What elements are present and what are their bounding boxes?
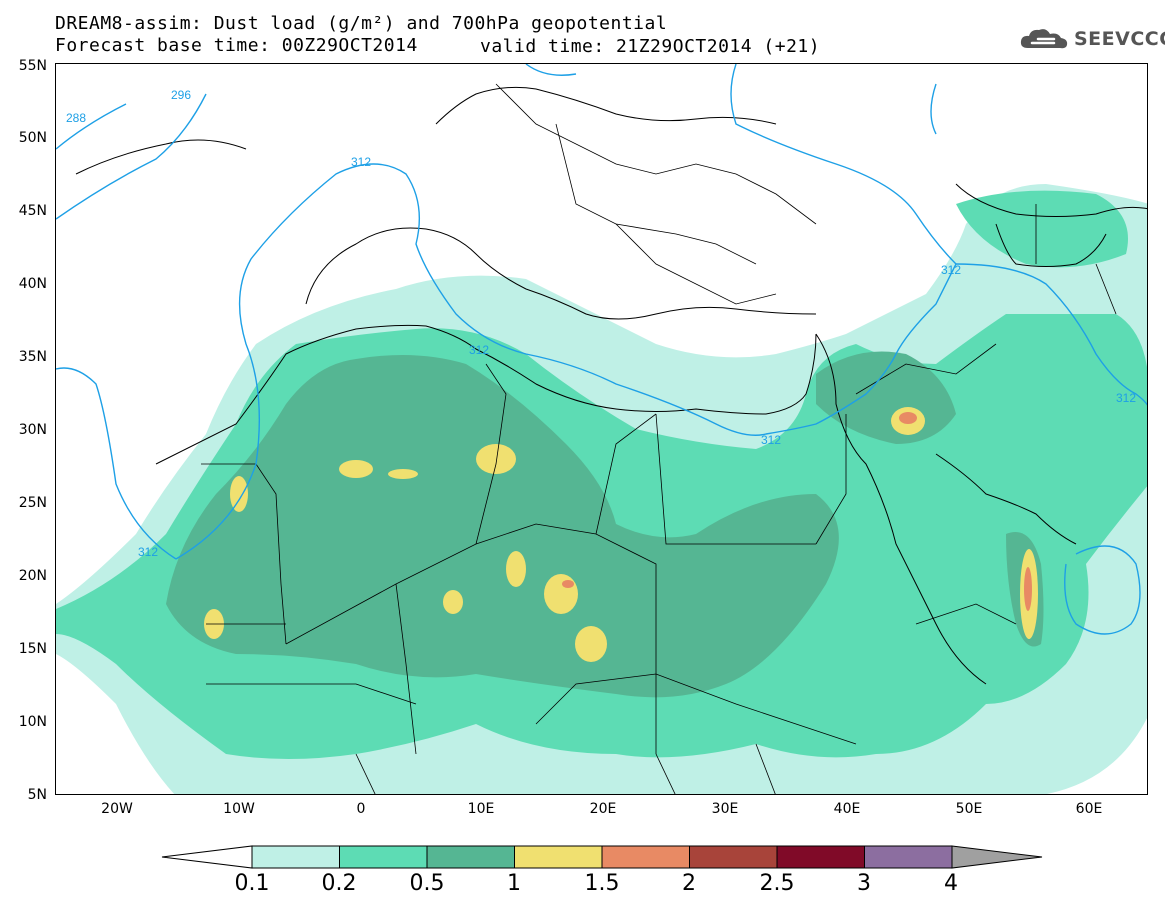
dust-map: 288 296 312 312 312 312 312 312 [56,64,1147,794]
lat-label: 5N [27,787,47,803]
lat-label: 55N [18,58,47,74]
colorbar [161,845,1043,869]
colorbar-box [251,845,340,869]
valid-time: valid time: 21Z29OCT2014 (+21) [480,36,821,57]
colorbar-label: 1 [507,871,521,896]
contour-label: 312 [469,343,489,357]
lat-label: 10N [18,714,47,730]
colorbar-label: 0.2 [321,871,357,896]
colorbar-box [339,845,428,869]
colorbar-low-arrow [161,845,253,869]
lon-label: 20E [589,801,617,817]
coastlines [75,86,1147,685]
lat-label: 15N [18,641,47,657]
colorbar-box [426,845,515,869]
colorbar-box [864,845,953,869]
map-title: DREAM8-assim: Dust load (g/m²) and 700hP… [55,13,668,34]
borders [201,83,1117,794]
logo-text: SEEVCCC [1074,28,1165,50]
contour-label: 312 [138,545,158,559]
contour-label: 312 [351,155,371,169]
colorbar-label: 0.1 [234,871,270,896]
geopotential-contours [56,64,1147,635]
colorbar-label: 3 [857,871,871,896]
colorbar-high-arrow [951,845,1043,869]
colorbar-box [776,845,865,869]
lat-label: 30N [18,422,47,438]
lon-label: 0 [356,801,366,817]
dust-layer-1.5 [562,412,1032,611]
forecast-base-time: Forecast base time: 00Z29OCT2014 [55,35,418,56]
lon-label: 50E [955,801,983,817]
lon-label: 10W [223,801,255,817]
lon-label: 30E [711,801,739,817]
colorbar-label: 0.5 [409,871,445,896]
lon-label: 60E [1075,801,1103,817]
contour-labels: 288 296 312 312 312 312 312 312 [66,88,1136,559]
lat-label: 35N [18,349,47,365]
lon-label: 40E [833,801,861,817]
colorbar-label: 1.5 [584,871,620,896]
colorbar-box [689,845,778,869]
map-area: 288 296 312 312 312 312 312 312 [55,63,1148,795]
contour-label: 288 [66,111,86,125]
contour-label: 312 [941,263,961,277]
dust-layer-1 [204,407,1038,662]
seevccc-logo: SEEVCCC [1018,26,1165,52]
lat-label: 45N [18,203,47,219]
lat-label: 20N [18,568,47,584]
contour-label: 296 [171,88,191,102]
colorbar-label: 2.5 [759,871,795,896]
contour-label: 312 [761,433,781,447]
colorbar-label: 2 [682,871,696,896]
colorbar-label: 4 [944,871,958,896]
contour-label: 312 [1116,391,1136,405]
lon-label: 10E [467,801,495,817]
lon-label: 20W [101,801,133,817]
lat-label: 25N [18,495,47,511]
colorbar-box [514,845,603,869]
colorbar-box [601,845,690,869]
lat-label: 50N [18,130,47,146]
cloud-icon [1020,29,1068,49]
lat-label: 40N [18,276,47,292]
